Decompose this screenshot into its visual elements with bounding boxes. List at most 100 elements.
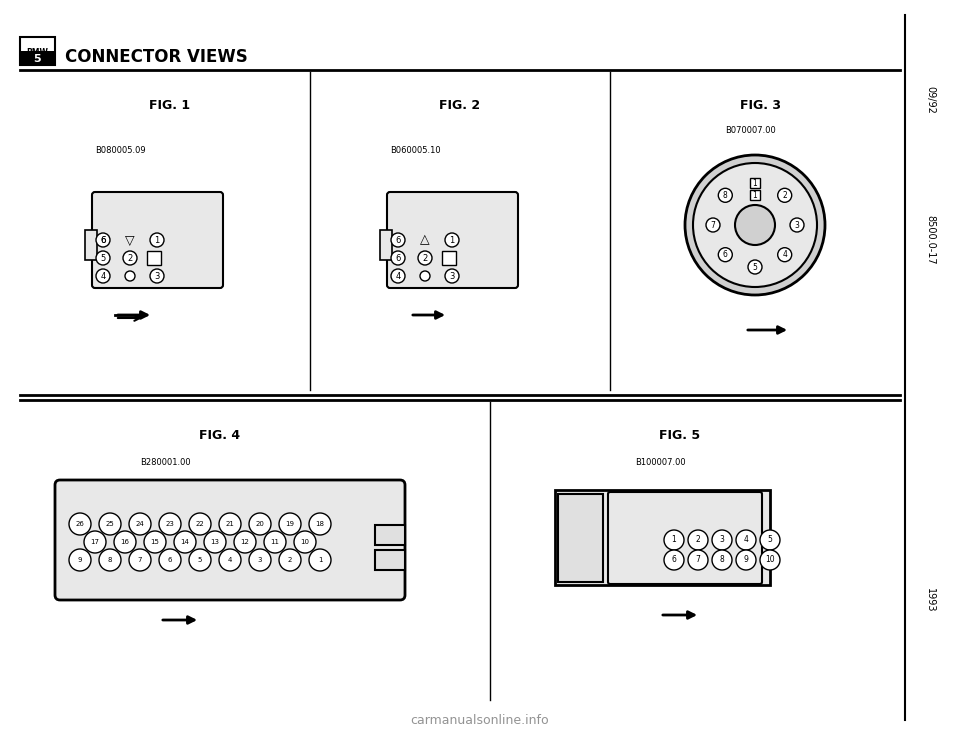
Text: 10: 10 <box>765 556 775 565</box>
Text: 18: 18 <box>316 521 324 527</box>
Text: 5: 5 <box>768 536 773 545</box>
FancyBboxPatch shape <box>92 192 223 288</box>
Text: carmanualsonline.info: carmanualsonline.info <box>411 713 549 726</box>
Text: 6: 6 <box>672 556 677 565</box>
Circle shape <box>249 549 271 571</box>
Circle shape <box>760 530 780 550</box>
Text: 23: 23 <box>165 521 175 527</box>
Circle shape <box>96 233 110 247</box>
Bar <box>147 251 161 265</box>
Text: 15: 15 <box>151 539 159 545</box>
Text: 6: 6 <box>100 236 106 245</box>
Circle shape <box>735 205 775 245</box>
Text: 5: 5 <box>753 263 757 272</box>
Circle shape <box>790 218 804 232</box>
Text: 7: 7 <box>137 557 142 563</box>
Text: B070007.00: B070007.00 <box>725 126 776 135</box>
Circle shape <box>219 513 241 535</box>
Text: 8: 8 <box>108 557 112 563</box>
Text: 2: 2 <box>288 557 292 563</box>
Text: B280001.00: B280001.00 <box>140 458 190 466</box>
Circle shape <box>99 549 121 571</box>
Text: 13: 13 <box>210 539 220 545</box>
Circle shape <box>736 550 756 570</box>
Text: ▽: ▽ <box>125 234 134 246</box>
Text: 7: 7 <box>710 220 715 229</box>
Circle shape <box>418 251 432 265</box>
Text: 1: 1 <box>449 236 455 245</box>
Bar <box>442 251 456 265</box>
Text: B080005.09: B080005.09 <box>95 146 145 155</box>
Text: 10: 10 <box>300 539 309 545</box>
Bar <box>750 190 760 200</box>
Circle shape <box>249 513 271 535</box>
Circle shape <box>234 531 256 553</box>
Text: 2: 2 <box>128 254 132 263</box>
Bar <box>750 178 760 188</box>
Circle shape <box>760 550 780 570</box>
Circle shape <box>391 269 405 283</box>
Circle shape <box>718 188 732 202</box>
Text: 26: 26 <box>76 521 84 527</box>
Circle shape <box>150 269 164 283</box>
Text: 2: 2 <box>422 254 427 263</box>
Circle shape <box>189 549 211 571</box>
Circle shape <box>706 218 720 232</box>
Text: 1993: 1993 <box>925 588 935 612</box>
Circle shape <box>84 531 106 553</box>
Circle shape <box>114 531 136 553</box>
Text: 6: 6 <box>100 236 106 245</box>
Text: 17: 17 <box>90 539 100 545</box>
Text: 8: 8 <box>720 556 725 565</box>
FancyBboxPatch shape <box>55 480 405 600</box>
Circle shape <box>159 549 181 571</box>
Circle shape <box>159 513 181 535</box>
Circle shape <box>69 513 91 535</box>
Circle shape <box>693 163 817 287</box>
Circle shape <box>99 513 121 535</box>
Circle shape <box>712 530 732 550</box>
Text: 14: 14 <box>180 539 189 545</box>
Circle shape <box>279 513 301 535</box>
Bar <box>380 230 392 260</box>
Text: 2: 2 <box>782 190 787 200</box>
Circle shape <box>264 531 286 553</box>
FancyBboxPatch shape <box>608 492 762 584</box>
Text: 24: 24 <box>135 521 144 527</box>
Circle shape <box>309 513 331 535</box>
Text: 3: 3 <box>257 557 262 563</box>
Text: FIG. 2: FIG. 2 <box>440 98 481 112</box>
Text: 7: 7 <box>696 556 701 565</box>
Text: 1: 1 <box>753 190 757 199</box>
Circle shape <box>144 531 166 553</box>
Circle shape <box>778 248 792 262</box>
Circle shape <box>174 531 196 553</box>
Bar <box>20 51 55 65</box>
Bar <box>558 494 603 582</box>
Text: 3: 3 <box>155 272 159 280</box>
Circle shape <box>748 260 762 274</box>
Text: 6: 6 <box>168 557 172 563</box>
Circle shape <box>69 549 91 571</box>
Text: 22: 22 <box>196 521 204 527</box>
Circle shape <box>309 549 331 571</box>
Text: B060005.10: B060005.10 <box>390 146 441 155</box>
Text: 20: 20 <box>255 521 264 527</box>
Circle shape <box>445 233 459 247</box>
Text: 9: 9 <box>744 556 749 565</box>
Text: 12: 12 <box>241 539 250 545</box>
Text: 8: 8 <box>723 190 728 200</box>
Circle shape <box>712 550 732 570</box>
Text: 9: 9 <box>78 557 83 563</box>
Text: FIG. 1: FIG. 1 <box>150 98 191 112</box>
Bar <box>375 550 405 570</box>
Text: 1: 1 <box>753 179 757 187</box>
Text: 4: 4 <box>782 250 787 259</box>
Text: 25: 25 <box>106 521 114 527</box>
Text: 21: 21 <box>226 521 234 527</box>
Text: 11: 11 <box>271 539 279 545</box>
Circle shape <box>445 269 459 283</box>
Text: 16: 16 <box>121 539 130 545</box>
Text: 1: 1 <box>155 236 159 245</box>
Circle shape <box>150 233 164 247</box>
